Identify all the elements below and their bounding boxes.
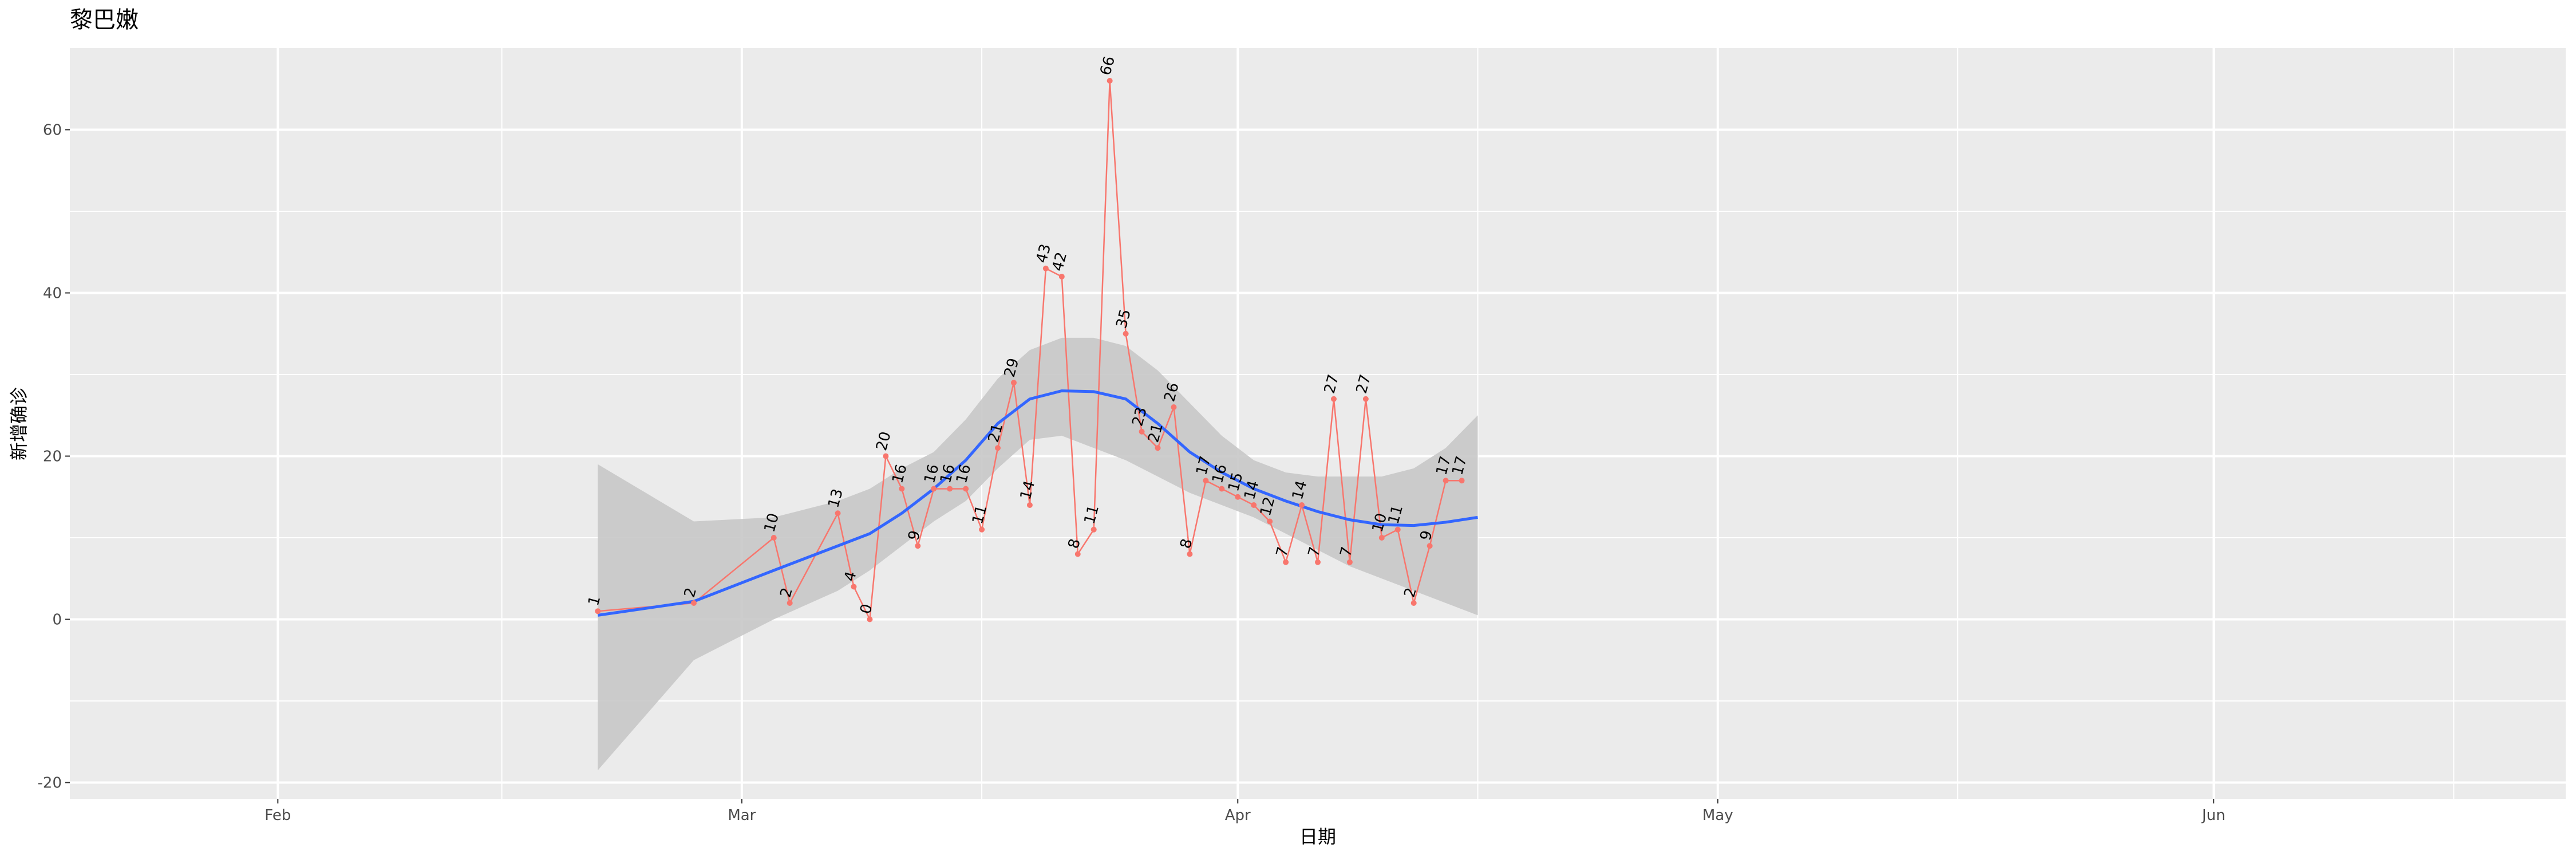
data-point (1042, 265, 1049, 271)
data-label: 8 (1177, 537, 1196, 551)
data-point (1315, 559, 1321, 565)
data-label: 9 (905, 529, 924, 542)
data-point (787, 600, 793, 606)
data-point (1123, 330, 1129, 337)
x-axis: Feb Mar Apr May Jun (264, 799, 2225, 824)
data-point (1330, 396, 1337, 402)
data-point (1058, 274, 1065, 279)
data-point (1203, 478, 1209, 484)
data-point (883, 453, 889, 459)
data-label: 1 (585, 594, 604, 608)
confidence-band-area (598, 337, 1478, 771)
confidence-band (598, 337, 1478, 771)
data-point (1267, 518, 1273, 525)
data-point (1219, 486, 1225, 492)
y-tick-label: 20 (43, 448, 62, 466)
data-label: 7 (1273, 545, 1292, 559)
data-point (979, 526, 985, 533)
data-point (1074, 551, 1081, 557)
data-point (1394, 526, 1401, 533)
data-point (1107, 78, 1113, 84)
data-label: 7 (1305, 545, 1324, 559)
data-point (691, 600, 697, 606)
data-point (851, 584, 857, 590)
data-point (1378, 535, 1385, 541)
x-tick-label: Mar (728, 807, 756, 824)
data-label: 7 (1337, 545, 1356, 559)
series-line (598, 80, 1462, 622)
data-point (1026, 502, 1033, 508)
data-label: 0 (857, 602, 876, 616)
data-point (1427, 543, 1433, 549)
y-tick-label: 40 (43, 285, 62, 302)
data-point (835, 510, 841, 517)
data-point (1187, 551, 1193, 557)
data-point (963, 486, 969, 492)
y-tick-label: -20 (38, 775, 62, 792)
data-point (867, 616, 873, 622)
data-point (1459, 478, 1465, 484)
data-point (1299, 502, 1305, 508)
trend-line-path (597, 389, 1478, 617)
x-tick-label: May (1702, 807, 1733, 824)
data-series (598, 80, 1462, 622)
data-label: 9 (1417, 529, 1436, 542)
data-point (1010, 380, 1017, 386)
data-points (595, 78, 1465, 622)
y-axis: -20 0 20 40 60 (38, 122, 70, 792)
grid (70, 48, 2566, 799)
data-point (1362, 396, 1369, 402)
data-point (1251, 502, 1257, 508)
plot-panel (70, 48, 2566, 799)
x-axis-title: 日期 (1299, 826, 1336, 848)
data-label: 8 (1065, 537, 1084, 551)
data-point (1139, 428, 1145, 435)
data-point (899, 486, 905, 492)
data-point (1283, 559, 1289, 565)
y-tick-label: 60 (43, 122, 62, 139)
data-label: 2 (777, 586, 796, 600)
data-point (1091, 526, 1097, 533)
x-tick-label: Feb (264, 807, 291, 824)
data-point (1235, 494, 1241, 500)
data-label: 2 (681, 586, 700, 600)
data-point (931, 486, 937, 492)
data-point (1171, 404, 1177, 410)
data-point (1346, 559, 1353, 565)
trend-line (597, 389, 1478, 617)
data-label: 2 (1401, 586, 1420, 600)
data-label: 4 (841, 570, 860, 584)
x-tick-label: Apr (1225, 807, 1251, 824)
data-point (595, 608, 601, 614)
data-point (1443, 478, 1449, 484)
data-point (1155, 445, 1161, 451)
data-point (915, 543, 921, 549)
y-axis-title: 新增确诊 (8, 387, 30, 460)
data-point (995, 445, 1001, 451)
chart-title: 黎巴嫩 (70, 7, 139, 33)
y-tick-label: 0 (52, 612, 62, 629)
data-point (771, 535, 777, 541)
data-point (1411, 600, 1417, 606)
x-tick-label: Jun (2201, 807, 2226, 824)
data-point (947, 486, 953, 492)
